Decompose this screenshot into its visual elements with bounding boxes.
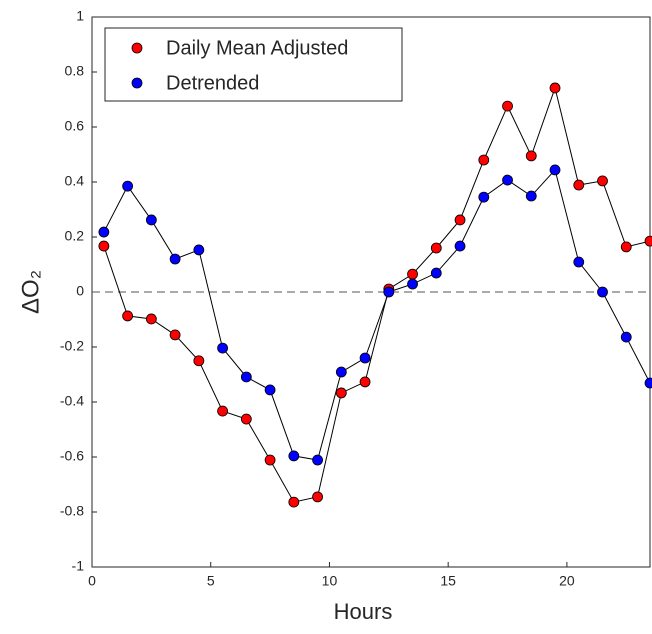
y-axis-label: ΔO₂ — [17, 270, 44, 314]
point — [549, 164, 561, 176]
point — [145, 313, 157, 325]
point — [217, 405, 228, 417]
point — [122, 310, 134, 322]
point — [502, 100, 513, 112]
point — [597, 286, 608, 298]
y-tick-label: 0.6 — [65, 118, 85, 134]
point — [407, 268, 418, 280]
point — [478, 154, 490, 166]
point — [478, 191, 490, 203]
legend-marker — [131, 77, 143, 89]
point — [407, 278, 418, 290]
point — [359, 352, 371, 364]
point — [620, 331, 632, 343]
point — [264, 454, 276, 466]
point — [288, 496, 300, 508]
y-tick-label: -0.2 — [60, 338, 84, 354]
legend-label: Daily Mean Adjusted — [166, 37, 348, 59]
x-tick-label: 15 — [440, 573, 456, 589]
y-tick-label: 0.8 — [65, 63, 85, 79]
point — [359, 376, 371, 388]
x-tick-label: 0 — [88, 573, 96, 589]
point — [264, 384, 276, 396]
point — [217, 342, 228, 354]
point — [620, 241, 632, 253]
point — [644, 235, 652, 247]
point — [644, 377, 652, 389]
y-tick-label: -0.8 — [60, 503, 84, 519]
point — [98, 226, 110, 238]
x-axis-label: Hours — [334, 599, 393, 624]
point — [430, 267, 442, 279]
legend-box — [104, 27, 403, 102]
series-line — [103, 86, 651, 503]
x-tick-label: 10 — [322, 573, 338, 589]
point — [193, 244, 205, 256]
point — [312, 491, 323, 503]
point — [573, 179, 585, 191]
point — [597, 175, 608, 187]
point — [98, 240, 110, 252]
point — [502, 174, 513, 186]
point — [430, 242, 442, 254]
y-tick-label: -0.6 — [60, 448, 84, 464]
point — [145, 214, 157, 226]
point — [169, 329, 181, 341]
point — [169, 253, 181, 265]
point — [335, 366, 347, 378]
y-tick-label: 0.4 — [65, 173, 85, 189]
y-tick-label: 0 — [76, 283, 84, 299]
y-tick-label: 1 — [76, 8, 84, 24]
point — [312, 454, 323, 466]
point — [335, 387, 347, 399]
x-tick-label: 5 — [207, 573, 215, 589]
point — [454, 214, 466, 226]
point — [573, 256, 585, 268]
y-tick-label: 0.2 — [65, 228, 85, 244]
point — [525, 190, 537, 202]
point — [383, 286, 395, 298]
point — [193, 355, 205, 367]
point — [454, 240, 466, 252]
point — [122, 180, 134, 192]
point — [240, 371, 252, 383]
x-tick-label: 20 — [559, 573, 575, 589]
y-tick-label: -1 — [72, 558, 85, 574]
y-tick-label: -0.4 — [60, 393, 84, 409]
point — [288, 450, 300, 462]
point — [240, 413, 252, 425]
legend-marker — [131, 42, 143, 54]
legend-label: Detrended — [166, 72, 259, 94]
point — [549, 82, 561, 94]
point — [525, 150, 537, 162]
